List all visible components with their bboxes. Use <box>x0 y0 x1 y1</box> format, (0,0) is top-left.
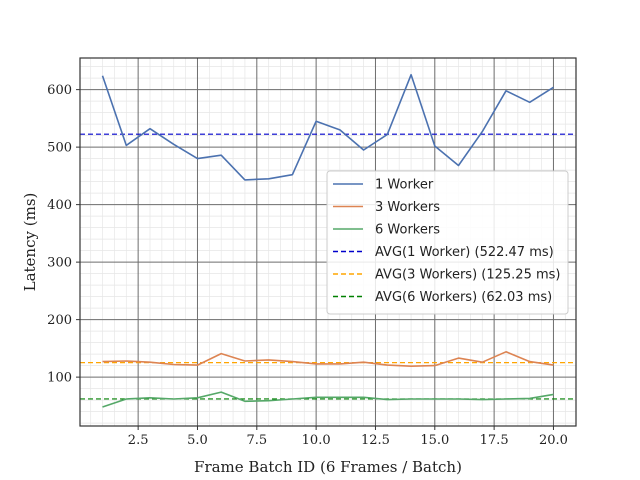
x-tick-label: 17.5 <box>480 433 509 448</box>
y-tick-label: 200 <box>47 313 72 328</box>
y-ticks: 100 200 300 400 500 600 <box>47 83 80 386</box>
legend-label: 1 Worker <box>375 178 434 193</box>
y-tick-label: 400 <box>47 198 72 213</box>
x-tick-label: 5.0 <box>187 433 208 448</box>
series-line <box>101 73 554 181</box>
series-lines <box>101 73 554 408</box>
x-tick-label: 20.0 <box>539 433 568 448</box>
x-tick-label: 10.0 <box>302 433 331 448</box>
legend-label: 6 Workers <box>375 223 440 238</box>
x-axis-label: Frame Batch ID (6 Frames / Batch) <box>194 458 462 476</box>
legend-label: AVG(6 Workers) (62.03 ms) <box>375 290 552 305</box>
y-tick-label: 300 <box>47 256 72 271</box>
legend-label: AVG(1 Worker) (522.47 ms) <box>375 245 554 260</box>
legend: 1 Worker 3 Workers 6 Workers AVG(1 Worker) … <box>326 170 569 315</box>
y-tick-label: 600 <box>47 83 72 98</box>
x-ticks: 2.5 5.0 7.5 10.0 12.5 15.0 17.5 20.0 <box>128 426 568 448</box>
legend-label: 3 Workers <box>375 200 440 215</box>
y-tick-label: 100 <box>47 371 72 386</box>
series-line <box>102 391 554 408</box>
y-tick-label: 500 <box>47 141 72 156</box>
legend-label: AVG(3 Workers) (125.25 ms) <box>375 268 560 283</box>
x-tick-label: 2.5 <box>128 433 149 448</box>
series-line <box>102 350 554 368</box>
plot-frame <box>79 57 577 427</box>
x-tick-label: 15.0 <box>420 433 449 448</box>
y-axis-label: Latency (ms) <box>21 193 39 292</box>
x-tick-label: 7.5 <box>246 433 267 448</box>
legend-box <box>326 170 569 315</box>
x-tick-label: 12.5 <box>361 433 390 448</box>
